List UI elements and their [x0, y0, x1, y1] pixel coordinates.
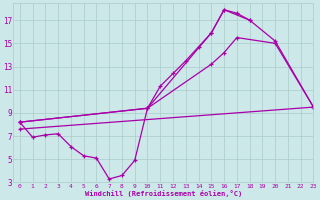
X-axis label: Windchill (Refroidissement éolien,°C): Windchill (Refroidissement éolien,°C): [85, 190, 242, 197]
